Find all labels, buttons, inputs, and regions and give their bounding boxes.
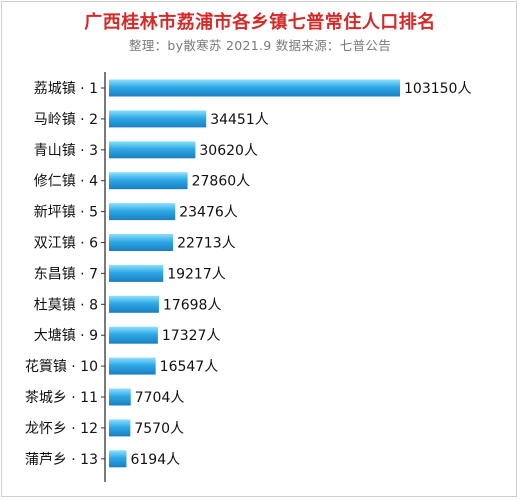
category-label: 大塘镇 · 9	[34, 328, 98, 344]
value-label: 17327人	[162, 328, 221, 344]
value-label: 23476人	[179, 205, 238, 221]
value-label: 17698人	[163, 297, 222, 313]
bar	[109, 172, 188, 190]
value-label: 34451人	[210, 112, 269, 128]
category-label: 东昌镇 · 7	[34, 266, 98, 282]
value-label: 16547人	[160, 359, 219, 375]
bar	[109, 419, 131, 437]
value-label: 7704人	[135, 390, 185, 406]
chart-subtitle: 整理：by散寒苏 2021.9 数据来源：七普公告	[128, 38, 392, 53]
bar	[109, 141, 196, 159]
bar	[109, 326, 158, 344]
category-label: 马岭镇 · 2	[34, 112, 98, 128]
category-label: 龙怀乡 · 12	[25, 421, 98, 437]
bar	[109, 357, 156, 375]
value-label: 27860人	[192, 174, 251, 190]
value-label: 22713人	[177, 236, 236, 252]
category-label: 修仁镇 · 4	[34, 174, 98, 190]
bar	[109, 203, 176, 221]
value-label: 103150人	[404, 81, 471, 97]
value-label: 19217人	[167, 266, 226, 282]
category-label: 蒲芦乡 · 13	[25, 452, 98, 468]
category-label: 新坪镇 · 5	[34, 205, 98, 221]
category-label: 青山镇 · 3	[34, 143, 98, 159]
category-label: 双江镇 · 6	[34, 236, 98, 252]
bar	[109, 79, 400, 97]
value-label: 6194人	[130, 452, 180, 468]
bar	[109, 295, 159, 313]
category-label: 花篢镇 · 10	[25, 359, 98, 375]
category-label: 杜莫镇 · 8	[34, 297, 98, 313]
value-label: 30620人	[199, 143, 258, 159]
bar	[109, 234, 174, 251]
chart-title: 广西桂林市荔浦市各乡镇七普常住人口排名	[84, 12, 436, 33]
bar	[109, 110, 207, 128]
bar	[109, 450, 127, 468]
bar	[109, 264, 164, 282]
category-label: 荔城镇 · 1	[34, 81, 98, 97]
category-label: 茶城乡 · 11	[25, 390, 98, 406]
value-label: 7570人	[134, 421, 184, 437]
bar	[109, 388, 131, 406]
